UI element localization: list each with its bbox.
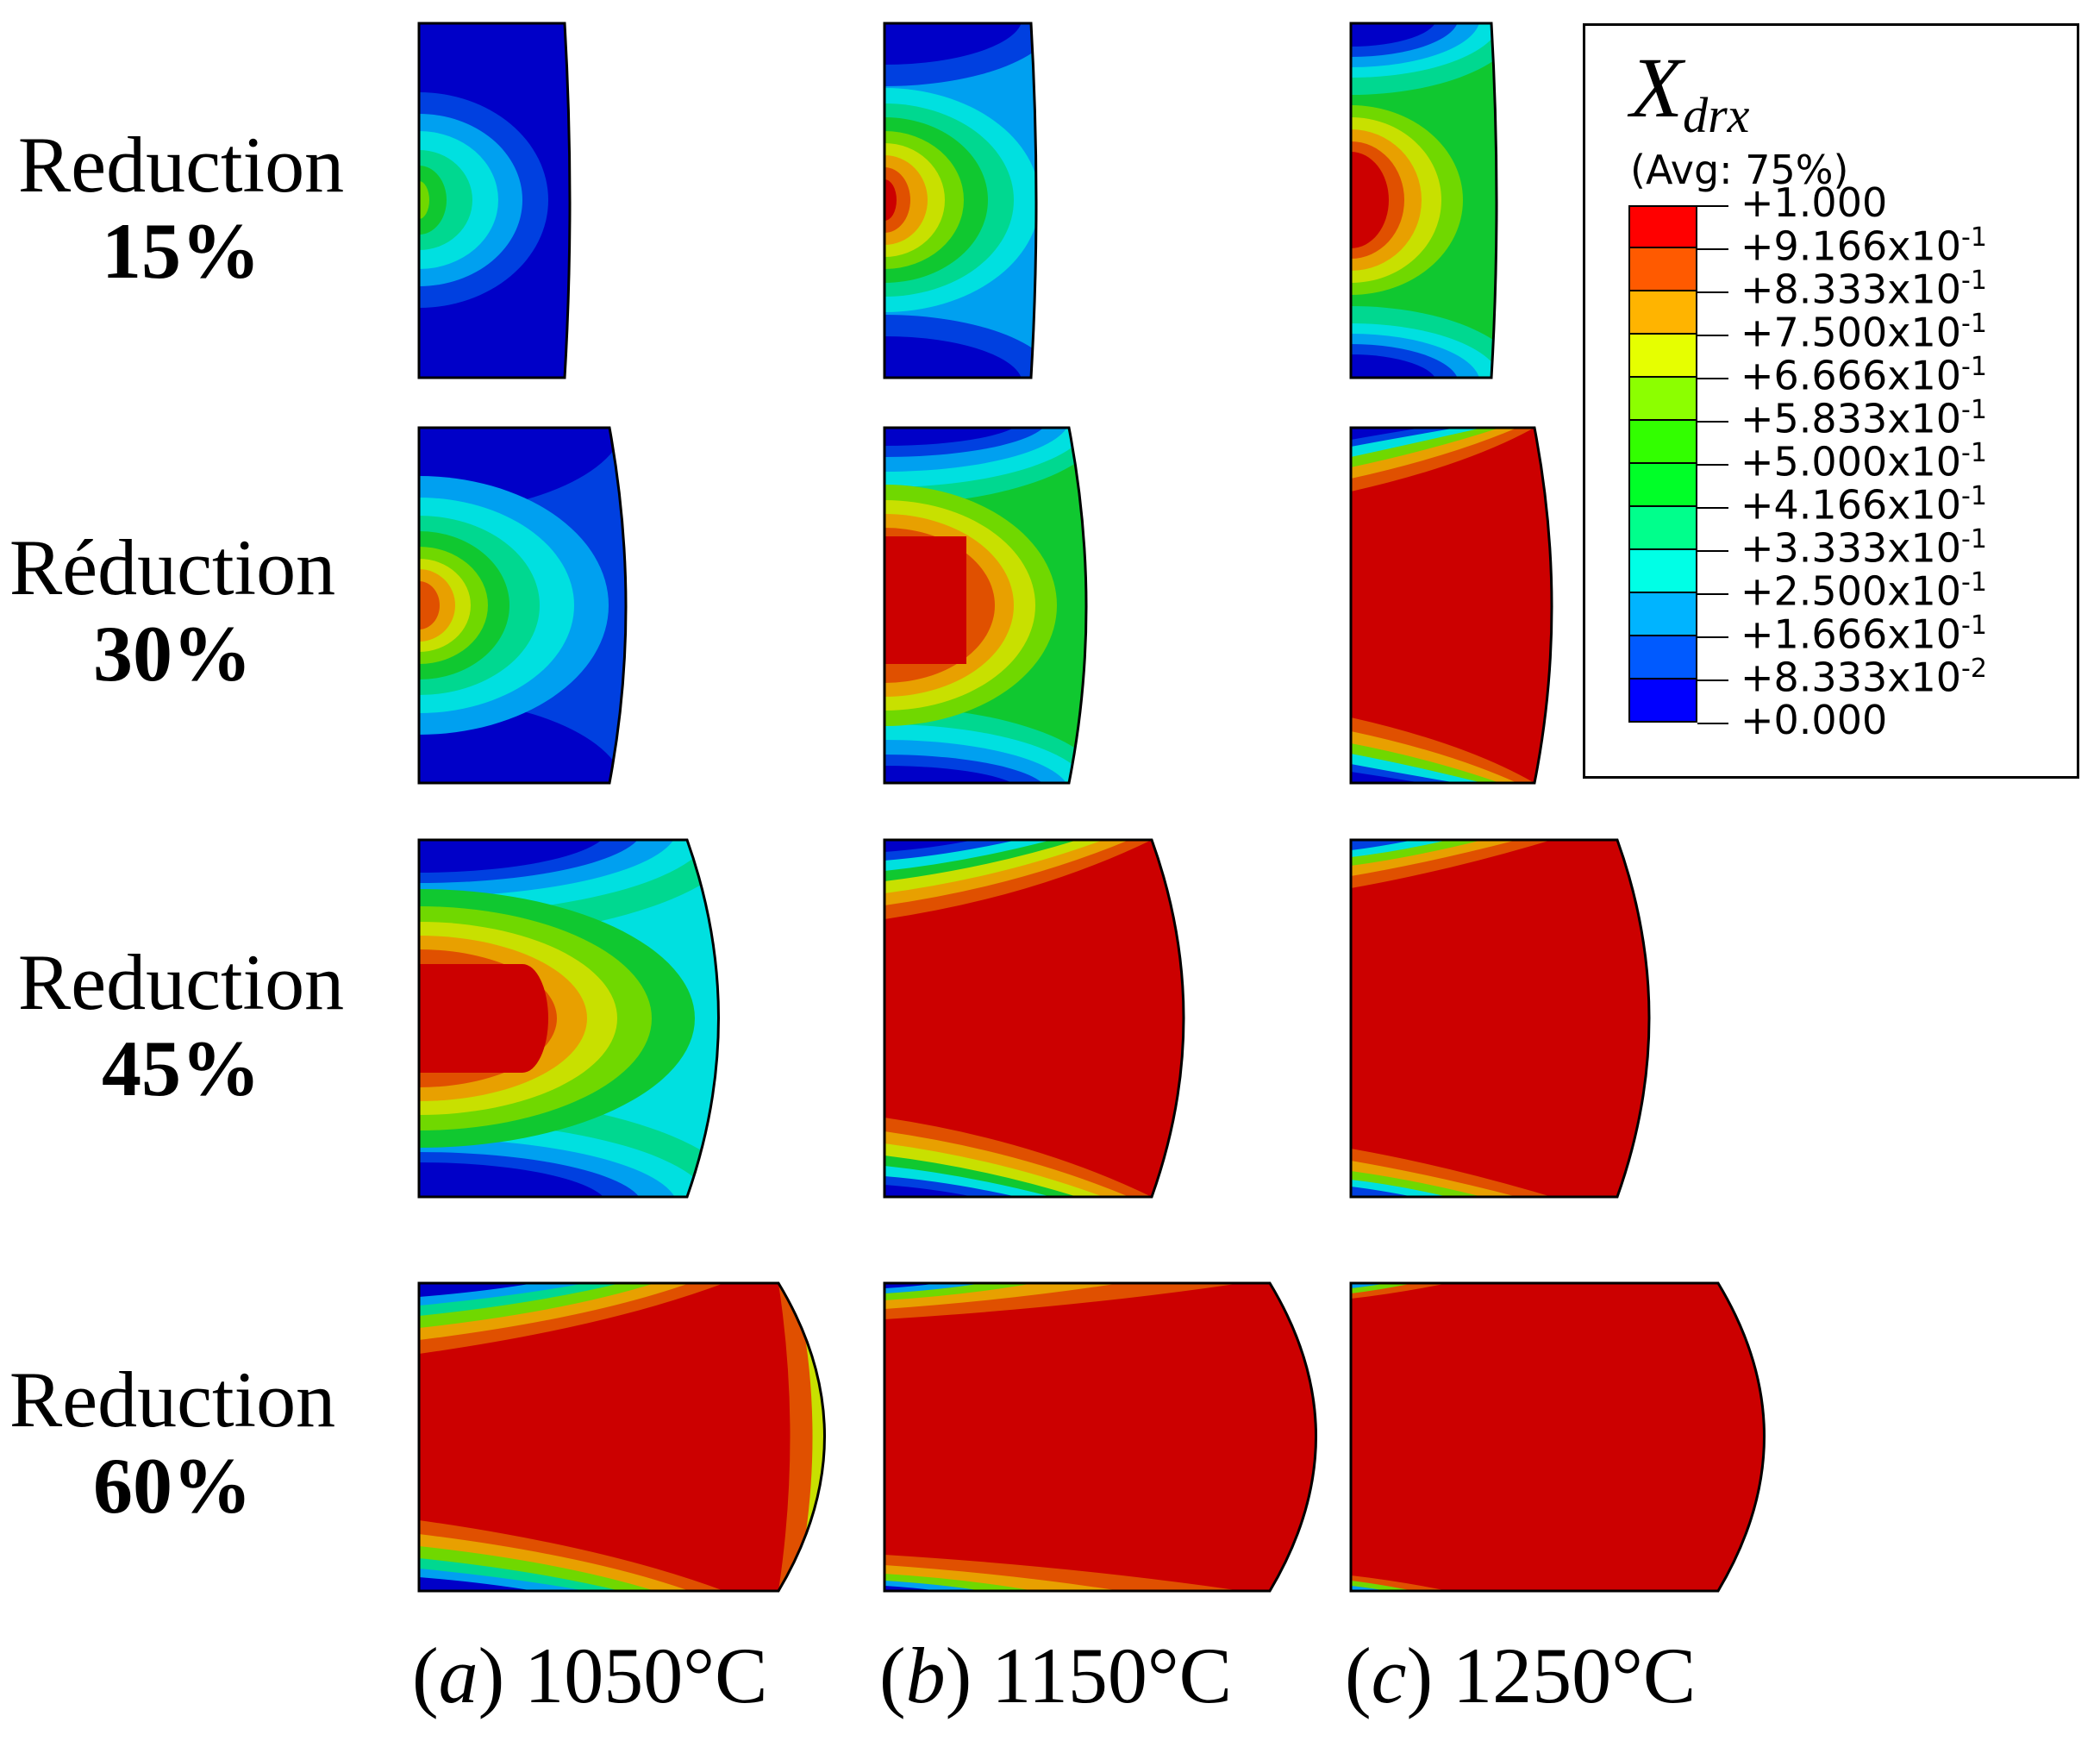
outline-b-60 [883, 1281, 1317, 1593]
outline-a-15 [417, 22, 572, 379]
legend-swatch [1628, 593, 1697, 636]
column-label-c: (c) 1250°C [1345, 1631, 1697, 1719]
outline-a-30 [417, 426, 628, 785]
legend-value: +6.666x10-1 [1741, 352, 1987, 399]
legend-swatch [1628, 636, 1697, 679]
row-label-word: Reduction [9, 1356, 336, 1444]
legend-tick [1697, 550, 1728, 552]
contour-a-15 [419, 23, 570, 378]
legend-value: +3.333x10-1 [1741, 524, 1987, 572]
legend-value: +1.666x10-1 [1741, 611, 1987, 658]
legend-tick [1697, 248, 1728, 250]
row-label-percent: 15% [102, 207, 260, 295]
column-letter: c [1371, 1631, 1407, 1719]
legend-value: +2.500x10-1 [1741, 567, 1987, 615]
column-temp: 1150°C [991, 1631, 1233, 1719]
legend-tick [1697, 679, 1728, 681]
legend-value: +0.000 [1741, 697, 1888, 743]
contour-c-60 [1351, 1283, 1765, 1591]
contour-b-60 [884, 1283, 1316, 1591]
column-letter: b [905, 1631, 946, 1719]
column-letter: a [438, 1631, 478, 1719]
column-temp: 1250°C [1453, 1631, 1697, 1719]
row-label-percent: 30% [93, 610, 252, 698]
legend-swatch [1628, 335, 1697, 378]
row-label-word: Réduction [9, 523, 336, 611]
legend-value: +5.000x10-1 [1741, 438, 1987, 485]
row-label-word: Reduction [17, 121, 345, 209]
outline-a-60 [417, 1281, 826, 1593]
legend-tick [1697, 636, 1728, 638]
outline-b-30 [883, 426, 1088, 785]
row-label-30: Réduction 30% [0, 528, 345, 693]
contour-c-15 [1351, 23, 1497, 378]
legend-value: +8.333x10-2 [1741, 654, 1987, 701]
row-label-percent: 45% [102, 1024, 260, 1112]
outline-c-15 [1349, 22, 1498, 379]
legend-average: (Avg: 75%) [1630, 147, 1849, 193]
legend-swatch [1628, 464, 1697, 507]
legend-title: Xdrx [1630, 40, 1750, 143]
contour-b-30 [884, 428, 1086, 783]
legend-value: +1.000 [1741, 179, 1888, 226]
legend-tick [1697, 421, 1728, 423]
row-label-15: Reduction 15% [0, 125, 362, 291]
legend-swatch [1628, 507, 1697, 550]
column-label-a: (a) 1050°C [412, 1631, 768, 1719]
row-label-percent: 60% [93, 1442, 252, 1530]
contour-c-45 [1351, 840, 1649, 1197]
legend-tick [1697, 205, 1728, 207]
outline-b-45 [883, 838, 1185, 1199]
legend-tick [1697, 507, 1728, 509]
legend-tick [1697, 291, 1728, 293]
color-legend: Xdrx (Avg: 75%) +1.000 +9.166x10-1 +8.333x… [1583, 23, 2079, 779]
contour-b-45 [884, 840, 1184, 1197]
outline-c-60 [1349, 1281, 1766, 1593]
legend-swatch [1628, 679, 1697, 723]
contour-a-60 [419, 1283, 825, 1591]
row-label-45: Reduction 45% [0, 943, 362, 1108]
legend-tick [1697, 378, 1728, 379]
outline-b-15 [883, 22, 1038, 379]
legend-swatch [1628, 550, 1697, 593]
column-label-b: (b) 1150°C [879, 1631, 1233, 1719]
contour-a-45 [419, 840, 719, 1197]
legend-value: +5.833x10-1 [1741, 395, 1987, 442]
outline-a-45 [417, 838, 720, 1199]
column-temp: 1050°C [524, 1631, 768, 1719]
outline-c-45 [1349, 838, 1651, 1199]
legend-swatch [1628, 205, 1697, 248]
legend-value: +8.333x10-1 [1741, 266, 1987, 313]
contour-b-15 [884, 23, 1036, 378]
legend-swatch [1628, 421, 1697, 464]
legend-value: +9.166x10-1 [1741, 222, 1987, 270]
outline-c-30 [1349, 426, 1553, 785]
row-label-60: Reduction 60% [0, 1360, 345, 1525]
legend-tick [1697, 464, 1728, 466]
contour-a-30 [419, 428, 626, 783]
contour-c-30 [1351, 428, 1552, 783]
legend-tick [1697, 593, 1728, 595]
legend-swatch [1628, 378, 1697, 421]
legend-swatch [1628, 248, 1697, 291]
legend-tick [1697, 335, 1728, 336]
legend-tick [1697, 723, 1728, 724]
legend-colorbar [1628, 205, 1697, 723]
legend-value: +7.500x10-1 [1741, 309, 1987, 356]
legend-value: +4.166x10-1 [1741, 481, 1987, 529]
legend-swatch [1628, 291, 1697, 335]
row-label-word: Reduction [17, 938, 345, 1026]
